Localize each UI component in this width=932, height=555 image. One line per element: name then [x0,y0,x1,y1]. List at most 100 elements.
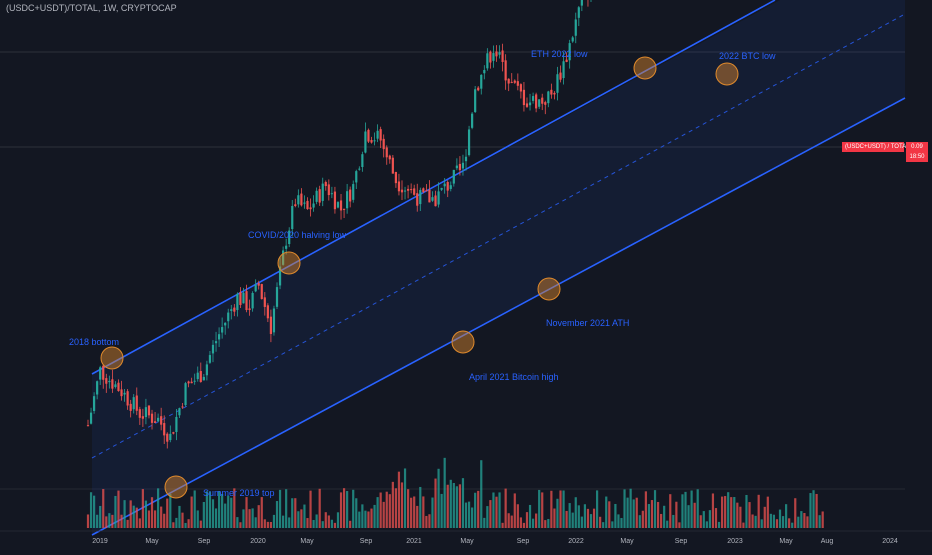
candle [477,87,480,91]
volume-bar [809,493,812,528]
candle [550,89,553,95]
candle [297,195,300,205]
volume-bar [205,491,208,528]
volume-bar [446,484,449,528]
candle [123,392,126,395]
volume-bar [96,514,99,528]
annotation-label: COVID/2020 halving low [248,230,347,240]
volume-bar [178,505,181,528]
volume-bar [812,490,815,528]
candle [260,284,263,300]
volume-bar [525,512,529,528]
x-axis-tick-label: May [620,538,634,545]
volume-bar [187,519,190,528]
volume-bar [778,509,782,528]
volume-bar [425,515,428,528]
volume-bar [471,507,474,528]
volume-bar [263,519,266,528]
candle [86,425,90,427]
volume-bar [184,522,187,528]
volume-bar [278,489,282,528]
volume-bar [129,500,132,528]
candle [120,389,123,397]
candle [312,203,315,208]
highlight-circle [451,330,475,354]
volume-bar [733,497,736,528]
volume-bar [309,490,312,528]
volume-bar [443,457,446,528]
volume-bar [602,522,605,528]
volume-bar [477,490,480,528]
volume-bar [486,506,489,528]
volume-bar [327,515,330,528]
candle [172,432,175,434]
volume-bar [760,519,763,528]
candle [364,131,367,153]
volume-bar [181,512,184,528]
volume-bar [617,514,620,528]
volume-bar [141,489,144,528]
candle [199,371,202,382]
candle [382,138,385,150]
candle [282,250,285,265]
volume-bar [166,498,169,528]
candle [400,189,404,193]
volume-bar [297,511,300,528]
volume-bar [208,491,212,528]
x-axis-tick-label: 2022 [568,538,584,545]
volume-bar [89,492,93,528]
candle [144,407,148,418]
candle [202,376,205,381]
volume-bar [717,521,721,528]
x-axis-tick-label: 2020 [250,538,266,545]
highlight-circle [537,277,561,301]
volume-bar [547,518,550,528]
volume-bar [464,502,468,528]
volume-bar [245,497,248,528]
volume-bar [565,510,568,528]
candle [300,193,303,206]
volume-bar [160,506,163,528]
volume-bar [656,501,660,528]
candle [294,204,297,207]
channel-upper-line [91,0,776,375]
candle [303,202,306,204]
volume-bar [739,506,742,528]
candle [486,53,489,69]
candle [117,382,120,392]
candle [269,316,273,334]
volume-bar [608,501,611,528]
annotation-label: November 2021 ATH [546,318,629,328]
candle [535,94,538,109]
volume-bar [400,482,404,528]
candle [321,183,324,201]
volume-bar [382,501,385,528]
candle [221,327,224,333]
volume-bar [724,496,727,528]
volume-bar [742,522,745,528]
annotation-label: Summer 2019 top [203,488,275,498]
volume-bar [763,506,766,528]
x-axis-tick-label: May [145,538,159,545]
candle [272,308,276,333]
volume-bar [202,501,205,528]
volume-bar [227,495,230,528]
candle [464,156,468,162]
candle [166,433,169,442]
candle [190,381,193,384]
annotation-label: April 2021 Bitcoin high [469,372,559,382]
volume-bar [403,468,407,528]
candle [355,171,358,183]
candle [388,155,391,160]
volume-bar [714,508,718,528]
volume-bar [736,502,739,528]
candle [431,197,434,201]
volume-bar [489,500,492,528]
candle [248,308,251,311]
candle [291,205,294,229]
candle [471,113,474,128]
volume-bar [592,508,596,528]
volume-bar [440,493,443,528]
